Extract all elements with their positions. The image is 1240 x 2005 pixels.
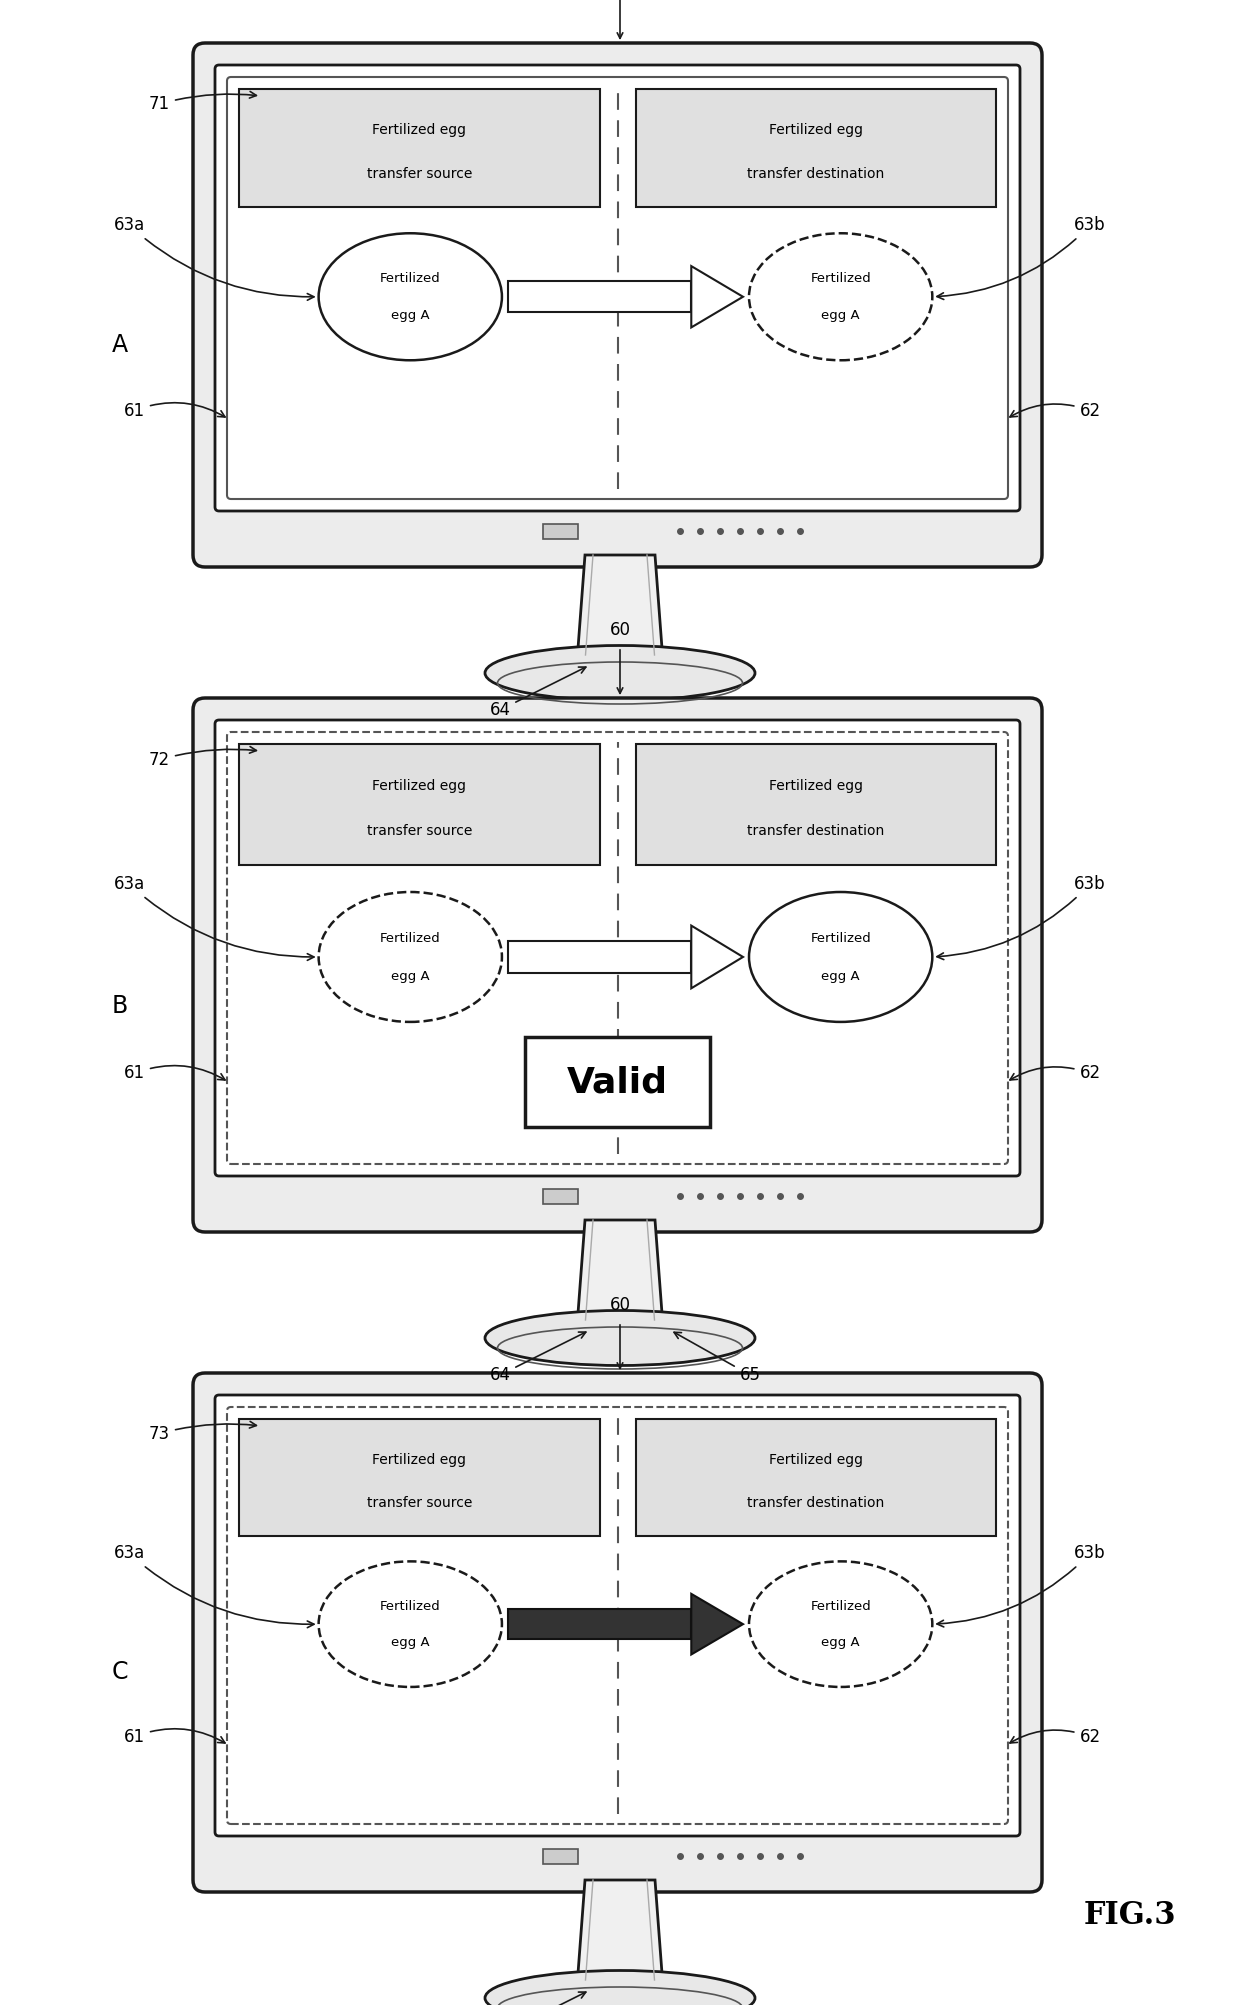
Polygon shape (691, 926, 743, 988)
Text: 60: 60 (610, 1295, 630, 1313)
Text: 62: 62 (1009, 401, 1101, 419)
Text: transfer source: transfer source (367, 824, 472, 838)
Text: 63b: 63b (937, 1544, 1106, 1626)
FancyBboxPatch shape (635, 1420, 996, 1536)
Text: transfer destination: transfer destination (748, 1496, 884, 1510)
Ellipse shape (749, 892, 932, 1023)
Ellipse shape (319, 892, 502, 1023)
Text: egg A: egg A (821, 970, 861, 982)
FancyBboxPatch shape (239, 1420, 599, 1536)
Text: 64: 64 (490, 668, 585, 720)
Text: Fertilized egg: Fertilized egg (769, 124, 863, 138)
Ellipse shape (749, 233, 932, 361)
Bar (543, 1189, 578, 1203)
Polygon shape (691, 267, 743, 327)
Text: Fertilized egg: Fertilized egg (769, 780, 863, 794)
Ellipse shape (319, 233, 502, 361)
Polygon shape (691, 1594, 743, 1654)
Text: 60: 60 (610, 622, 630, 640)
FancyBboxPatch shape (193, 698, 1042, 1231)
Text: Fertilized: Fertilized (379, 932, 440, 944)
Text: Fertilized: Fertilized (810, 273, 870, 285)
Text: 61: 61 (124, 1065, 224, 1083)
Text: 61: 61 (124, 1728, 224, 1746)
Text: Fertilized egg: Fertilized egg (769, 1454, 863, 1468)
Ellipse shape (485, 1311, 755, 1365)
FancyBboxPatch shape (193, 1373, 1042, 1893)
Bar (508, 281, 691, 313)
Text: Fertilized egg: Fertilized egg (372, 124, 466, 138)
Bar (543, 1849, 578, 1863)
Text: transfer destination: transfer destination (748, 824, 884, 838)
Text: 63a: 63a (114, 874, 314, 960)
Text: 63a: 63a (114, 1544, 314, 1628)
FancyBboxPatch shape (215, 720, 1021, 1177)
FancyBboxPatch shape (239, 88, 599, 207)
Text: Fertilized egg: Fertilized egg (372, 780, 466, 794)
FancyBboxPatch shape (193, 42, 1042, 567)
Polygon shape (578, 555, 662, 656)
Text: egg A: egg A (821, 309, 861, 323)
Ellipse shape (319, 1562, 502, 1686)
Text: Fertilized: Fertilized (810, 1600, 870, 1614)
Text: 73: 73 (149, 1422, 257, 1444)
Text: Fertilized: Fertilized (379, 1600, 440, 1614)
Text: Valid: Valid (567, 1065, 668, 1099)
FancyBboxPatch shape (215, 1395, 1021, 1837)
Text: transfer source: transfer source (367, 1496, 472, 1510)
Bar (543, 523, 578, 539)
FancyBboxPatch shape (239, 744, 599, 864)
FancyBboxPatch shape (525, 1037, 711, 1127)
Text: 61: 61 (124, 401, 224, 419)
Polygon shape (578, 1881, 662, 1981)
Text: 64: 64 (490, 1993, 585, 2005)
Polygon shape (578, 1219, 662, 1319)
Text: transfer destination: transfer destination (748, 166, 884, 180)
Text: B: B (112, 994, 128, 1019)
Text: egg A: egg A (821, 1636, 861, 1650)
Text: FIG.3: FIG.3 (1084, 1899, 1177, 1931)
Text: transfer source: transfer source (367, 166, 472, 180)
Ellipse shape (749, 1562, 932, 1686)
Text: 64: 64 (490, 1331, 585, 1383)
Ellipse shape (485, 1971, 755, 2005)
Text: 63b: 63b (937, 874, 1106, 960)
Text: egg A: egg A (391, 970, 429, 982)
Text: 62: 62 (1009, 1065, 1101, 1083)
FancyBboxPatch shape (635, 744, 996, 864)
Text: 62: 62 (1009, 1728, 1101, 1746)
Bar (508, 940, 691, 972)
Ellipse shape (485, 646, 755, 700)
Text: Fertilized: Fertilized (379, 273, 440, 285)
Text: Fertilized egg: Fertilized egg (372, 1454, 466, 1468)
Text: 63b: 63b (937, 217, 1106, 299)
FancyBboxPatch shape (215, 64, 1021, 511)
Text: 65: 65 (675, 1331, 760, 1383)
Text: 72: 72 (149, 746, 257, 768)
Text: 71: 71 (149, 92, 257, 112)
Text: C: C (112, 1660, 128, 1684)
Text: Fertilized: Fertilized (810, 932, 870, 944)
Text: 63a: 63a (114, 217, 314, 301)
Text: A: A (112, 333, 128, 357)
Text: egg A: egg A (391, 1636, 429, 1650)
Bar (508, 1608, 691, 1640)
Text: egg A: egg A (391, 309, 429, 323)
FancyBboxPatch shape (635, 88, 996, 207)
